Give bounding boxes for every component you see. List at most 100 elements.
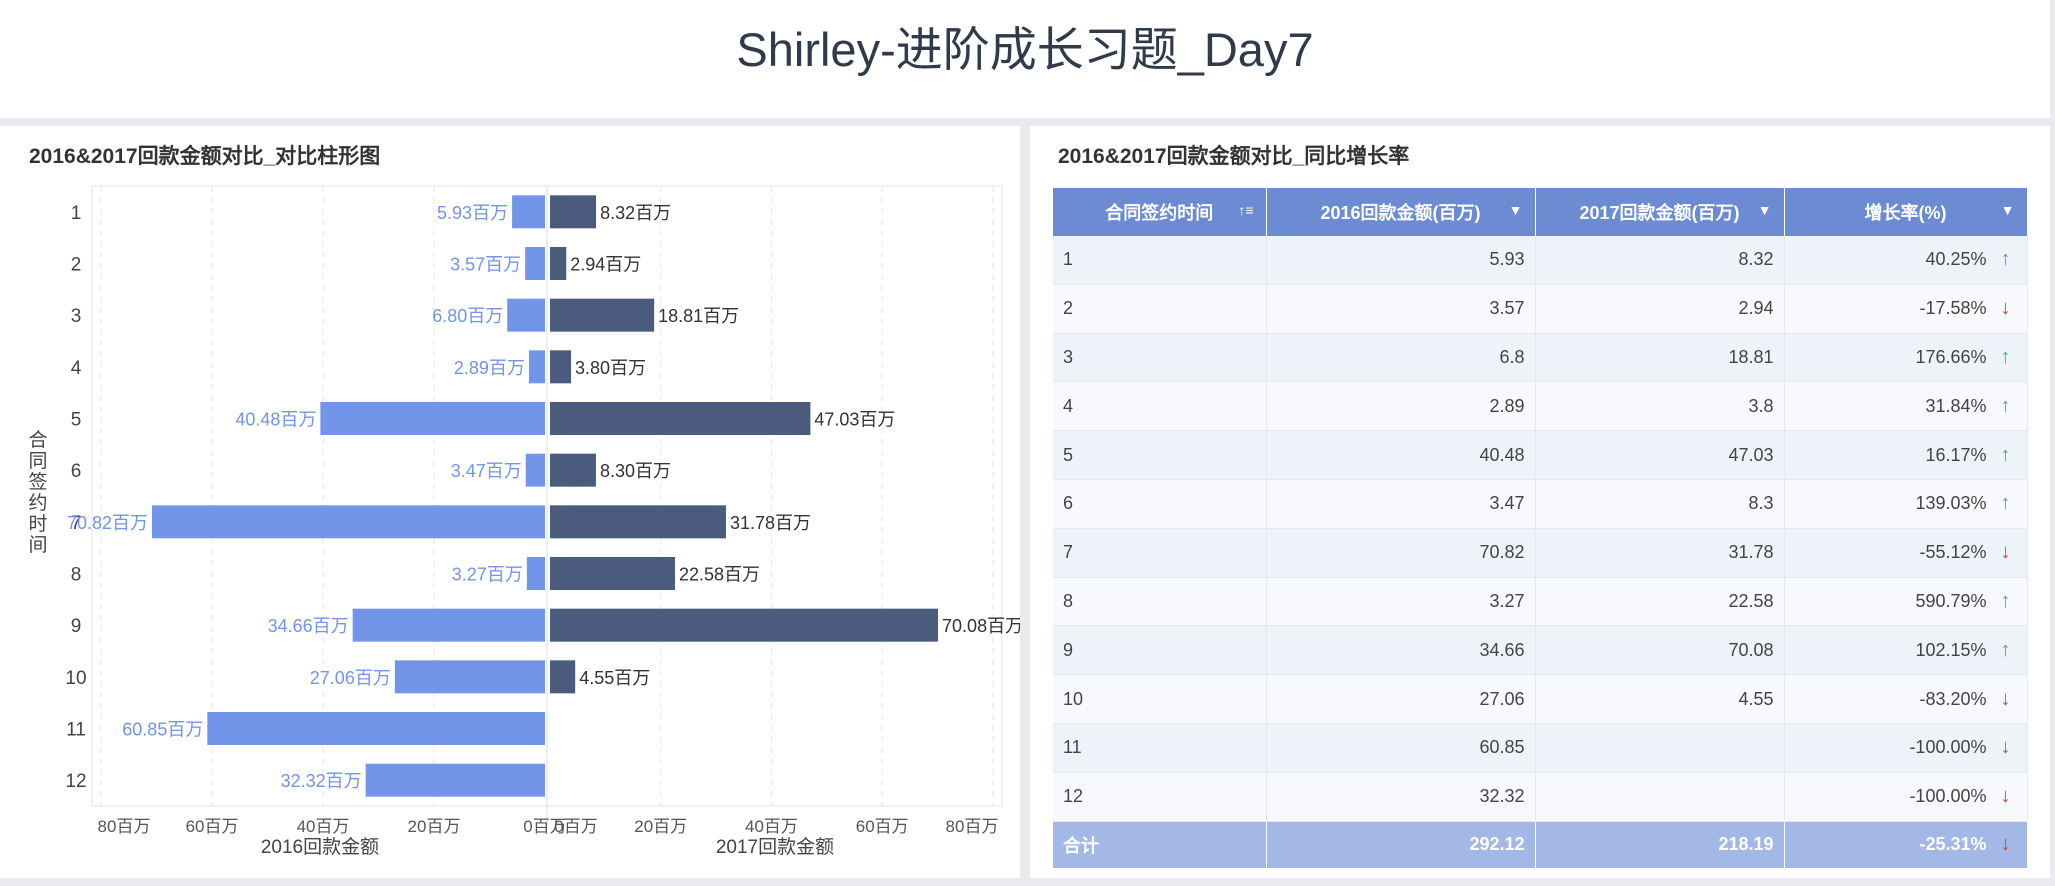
bar-2017: [550, 660, 576, 694]
bar-2017: [550, 350, 572, 384]
cell-2017: [1535, 772, 1785, 822]
growth-rate-value: 31.84%: [1925, 395, 1987, 416]
table-row: 2 3.57 2.94 -17.58% ↓: [1053, 284, 2028, 334]
arrow-down-icon: ↓: [2000, 687, 2011, 710]
cell-2016: 40.48: [1266, 430, 1536, 480]
page-title: Shirley-进阶成长习题_Day7: [736, 23, 1314, 76]
data-label-2016: 3.47百万: [451, 461, 522, 481]
table-row: 5 40.48 47.03 16.17% ↑: [1053, 430, 2028, 480]
arrow-down-icon: ↓: [2000, 297, 2011, 320]
x-tick-label-left: 40百万: [297, 817, 350, 836]
table-row: 8 3.27 22.58 590.79% ↑: [1053, 577, 2028, 627]
data-label-2016: 27.06百万: [310, 668, 391, 688]
table-row: 3 6.8 18.81 176.66% ↑: [1053, 333, 2028, 383]
data-label-2017: 22.58百万: [679, 565, 760, 585]
x-tick-label-left: 20百万: [408, 817, 461, 836]
category-label: 11: [66, 720, 86, 741]
cell-month: 6: [1053, 479, 1267, 529]
total-growth-rate-value: -25.31%: [1919, 834, 1987, 855]
growth-rate-value: 176.66%: [1915, 346, 1987, 367]
bar-2017: [550, 557, 676, 590]
growth-rate-value: -100.00%: [1909, 737, 1987, 758]
bar-2017: [550, 402, 811, 435]
cell-2017: 22.58: [1535, 577, 1785, 627]
category-label: 9: [71, 616, 82, 637]
data-label-2016: 32.32百万: [281, 771, 362, 791]
cell-growth-rate: -55.12% ↓: [1784, 528, 2028, 578]
cell-growth-rate: -100.00% ↓: [1784, 772, 2028, 822]
y-axis-title: 合同签约时间: [28, 429, 47, 556]
cell-2017: 2.94: [1535, 284, 1785, 334]
column-header[interactable]: 增长率(%) ▼: [1784, 188, 2028, 236]
butterfly-bar-chart: 1 5.93百万 8.32百万 2 3.57百万 2.94百万 3 6.80百万 18.81百万…: [28, 185, 1020, 858]
cell-growth-rate: 139.03% ↑: [1784, 479, 2028, 529]
cell-month: 8: [1053, 577, 1267, 627]
cell-growth-rate: -17.58% ↓: [1784, 284, 2028, 334]
data-label-2017: 31.78百万: [730, 513, 811, 533]
data-label-2016: 70.82百万: [67, 513, 148, 533]
total-2016: 292.12: [1266, 821, 1536, 868]
category-label: 7: [71, 513, 82, 534]
category-label: 10: [65, 668, 86, 689]
data-label-2016: 3.57百万: [450, 255, 521, 275]
bar-2016: [525, 453, 545, 487]
column-header[interactable]: 2017回款金额(百万) ▼: [1535, 188, 1785, 236]
x-tick-label-right: 20百万: [634, 817, 687, 836]
dropdown-icon[interactable]: ▼: [1508, 202, 1523, 218]
total-growth-rate: -25.31% ↓: [1784, 821, 2028, 868]
cell-2016: 2.89: [1266, 381, 1536, 432]
bar-2016: [507, 298, 545, 332]
column-header[interactable]: 合同签约时间 ↑≡: [1053, 188, 1267, 236]
column-header-label: 2016回款金额(百万): [1320, 203, 1481, 223]
bar-2017: [550, 195, 597, 229]
bar-2016: [352, 608, 545, 642]
data-label-2016: 2.89百万: [454, 358, 525, 378]
column-header[interactable]: 2016回款金额(百万) ▼: [1266, 188, 1536, 236]
arrow-down-icon: ↓: [2000, 833, 2011, 856]
growth-rate-value: 102.15%: [1915, 639, 1987, 660]
table-row: 7 70.82 31.78 -55.12% ↓: [1053, 528, 2028, 578]
category-label: 6: [71, 461, 82, 482]
cell-growth-rate: 16.17% ↑: [1784, 430, 2028, 480]
table-row: 6 3.47 8.3 139.03% ↑: [1053, 479, 2028, 529]
cell-month: 2: [1053, 284, 1267, 334]
arrow-up-icon: ↑: [2000, 492, 2011, 515]
growth-rate-value: 40.25%: [1925, 249, 1987, 270]
cell-2016: 3.27: [1266, 577, 1536, 627]
x-axis-title-2017: 2017回款金额: [716, 836, 834, 858]
bar-2017: [550, 453, 596, 487]
growth-rate-value: 590.79%: [1915, 590, 1987, 611]
table-row: 4 2.89 3.8 31.84% ↑: [1053, 381, 2028, 432]
cell-month: 5: [1053, 430, 1267, 480]
dropdown-icon[interactable]: ▼: [2000, 202, 2015, 218]
cell-2016: 70.82: [1266, 528, 1536, 578]
cell-2016: 3.47: [1266, 479, 1536, 529]
cell-2016: 5.93: [1266, 236, 1536, 285]
cell-month: 11: [1053, 723, 1267, 773]
cell-month: 12: [1053, 772, 1267, 822]
cell-2017: 70.08: [1535, 625, 1785, 676]
category-label: 3: [71, 306, 82, 327]
sort-icon[interactable]: ↑≡: [1238, 202, 1254, 218]
column-header-label: 增长率(%): [1864, 203, 1947, 223]
cell-2016: 32.32: [1266, 772, 1536, 822]
x-tick-label-left: 80百万: [98, 817, 151, 836]
category-label: 12: [65, 771, 86, 792]
cell-month: 9: [1053, 625, 1267, 676]
column-header-label: 合同签约时间: [1105, 203, 1214, 223]
cell-2017: 31.78: [1535, 528, 1785, 578]
arrow-down-icon: ↓: [2000, 736, 2011, 759]
total-label: 合计: [1053, 821, 1267, 868]
cell-growth-rate: 40.25% ↑: [1784, 236, 2028, 285]
cell-2017: 8.3: [1535, 479, 1785, 529]
total-2017: 218.19: [1535, 821, 1785, 868]
data-label-2016: 60.85百万: [122, 720, 203, 740]
x-tick-label-right: 60百万: [856, 817, 909, 836]
bar-2017: [550, 247, 567, 280]
data-label-2017: 47.03百万: [814, 410, 895, 430]
table-panel: 2016&2017回款金额对比_同比增长率 合同签约时间 ↑≡ 2016回款金额(百…: [1030, 126, 2050, 878]
cell-month: 4: [1053, 381, 1267, 432]
bar-2016: [526, 557, 545, 590]
dropdown-icon[interactable]: ▼: [1757, 202, 1772, 218]
chart-panel: 2016&2017回款金额对比_对比柱形图 1 5.93百万 8.32百万 2 3.57…: [0, 126, 1020, 878]
